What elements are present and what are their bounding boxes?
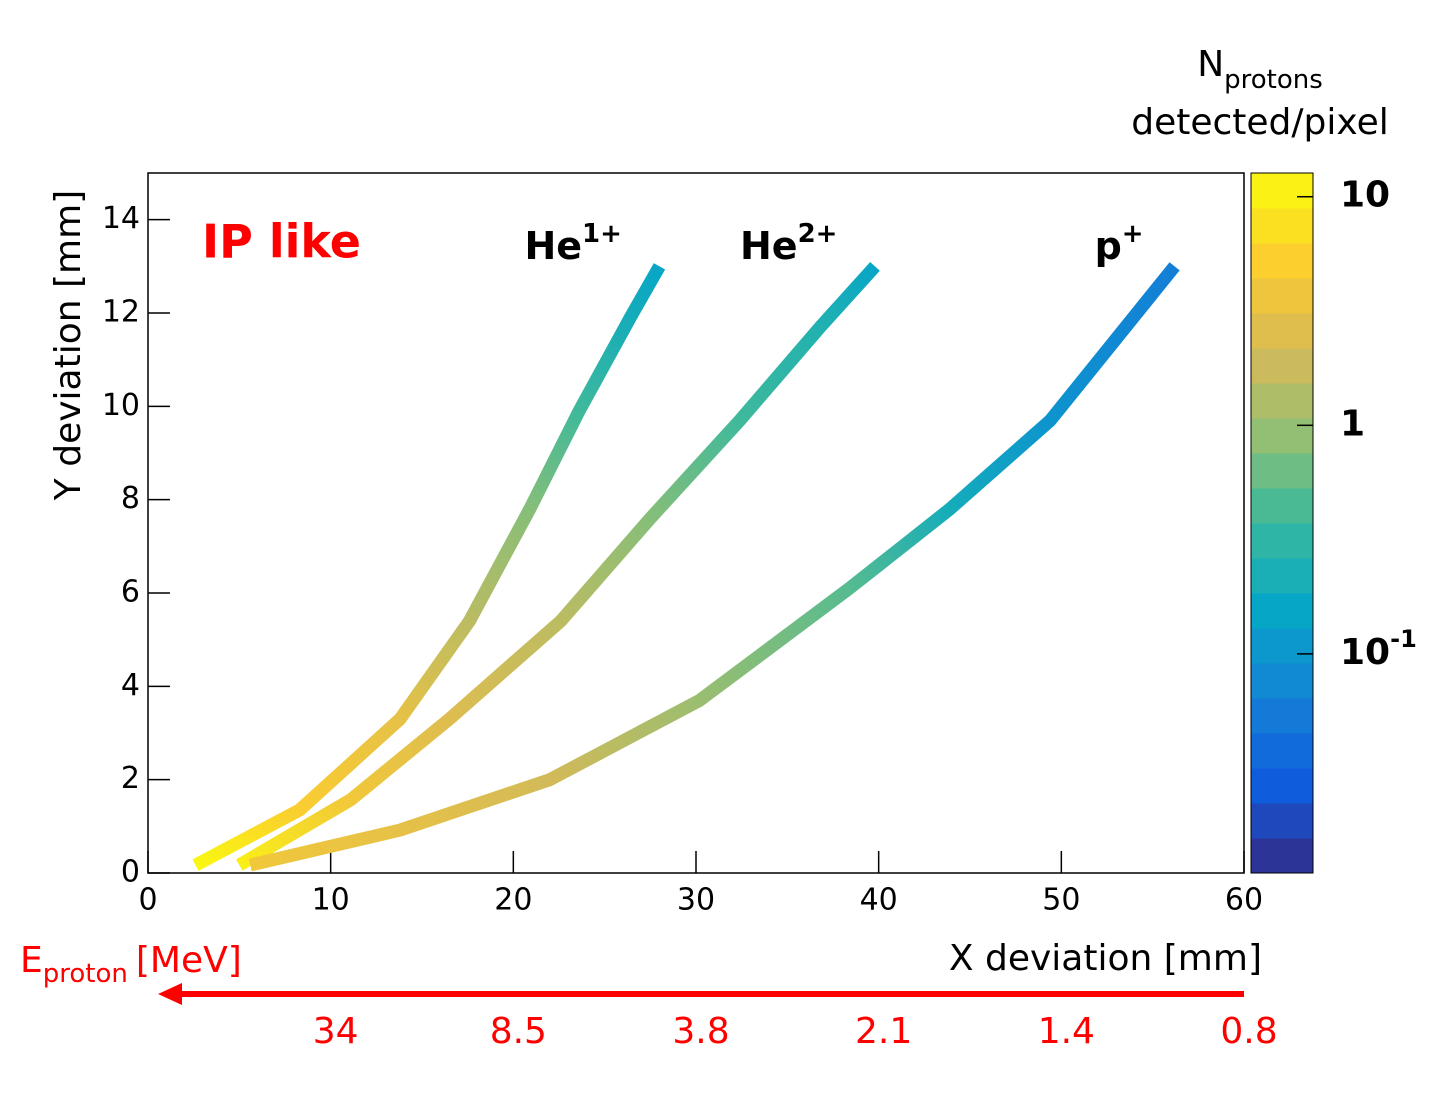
trace-label-sup: + <box>1122 219 1144 249</box>
trace-label-name: p <box>1095 224 1122 268</box>
colorbar-band <box>1251 453 1313 489</box>
y-tick-label: 2 <box>121 761 140 796</box>
x-axis-label: X deviation [mm] <box>949 938 1262 979</box>
energy-tick-label: 8.5 <box>490 1011 547 1052</box>
colorbar-band <box>1251 628 1313 664</box>
colorbar-band <box>1251 558 1313 594</box>
y-axis-label: Y deviation [mm] <box>48 190 89 501</box>
x-tick-label: 50 <box>1042 883 1080 918</box>
colorbar-title-line2: detected/pixel <box>1131 102 1389 143</box>
colorbar-band <box>1251 803 1313 839</box>
trace <box>248 262 1180 872</box>
x-tick-label: 60 <box>1225 883 1263 918</box>
trace-label: He1+ <box>524 219 621 268</box>
x-tick-label: 10 <box>312 883 350 918</box>
energy-label-unit: [MeV] <box>136 940 242 981</box>
energy-tick-label: 34 <box>313 1011 359 1052</box>
colorbar-band <box>1251 173 1313 209</box>
colorbar-band <box>1251 663 1313 699</box>
energy-label-main: E <box>20 940 43 981</box>
y-tick-label: 0 <box>121 855 140 890</box>
energy-tick-label: 0.8 <box>1220 1011 1277 1052</box>
x-tick-label: 20 <box>494 883 532 918</box>
colorbar-tick-label: 10 <box>1340 175 1390 216</box>
energy-axis-label: Eproton [MeV] <box>20 940 242 989</box>
energy-arrow-head <box>158 983 182 1005</box>
trace-label-sup: 1+ <box>582 219 622 249</box>
colorbar-band <box>1251 593 1313 629</box>
colorbar-band <box>1251 418 1313 454</box>
colorbar-band <box>1251 488 1313 524</box>
trace-label-name: He <box>740 224 798 268</box>
y-tick-label: 10 <box>102 388 140 423</box>
x-tick-label: 0 <box>138 883 157 918</box>
y-tick-label: 8 <box>121 481 140 516</box>
colorbar-title-main: N <box>1197 44 1224 85</box>
trace-label-sup: 2+ <box>798 219 838 249</box>
colorbar-tick-sup: -1 <box>1390 625 1417 653</box>
colorbar-band <box>1251 243 1313 279</box>
colorbar-tick-label: 1 <box>1340 403 1365 444</box>
trace <box>192 263 666 871</box>
colorbar-tick-text: 1 <box>1340 403 1365 444</box>
energy-tick-label: 3.8 <box>672 1011 729 1052</box>
colorbar-band <box>1251 733 1313 769</box>
trace-label-name: He <box>524 224 582 268</box>
colorbar-band <box>1251 838 1313 874</box>
y-tick-label: 12 <box>102 295 140 330</box>
colorbar-band <box>1251 313 1313 349</box>
energy-tick-label: 2.1 <box>855 1011 912 1052</box>
energy-tick-label: 1.4 <box>1038 1011 1095 1052</box>
y-tick-label: 14 <box>102 201 140 236</box>
colorbar-band <box>1251 523 1313 559</box>
colorbar-title-sub: protons <box>1224 65 1323 95</box>
colorbar-band <box>1251 768 1313 804</box>
colorbar-band <box>1251 348 1313 384</box>
y-tick-label: 4 <box>121 668 140 703</box>
colorbar-title: Nprotons <box>1197 44 1323 95</box>
colorbar-tick-text: 10 <box>1340 632 1390 673</box>
colorbar-band <box>1251 383 1313 419</box>
colorbar-band <box>1251 698 1313 734</box>
y-tick-label: 6 <box>121 575 140 610</box>
trace-label: He2+ <box>740 219 837 268</box>
trace <box>236 261 880 871</box>
colorbar-tick-label: 10-1 <box>1340 625 1417 673</box>
x-tick-label: 30 <box>677 883 715 918</box>
energy-label-sub: proton <box>43 959 128 989</box>
x-tick-label: 40 <box>860 883 898 918</box>
colorbar-frame <box>1250 172 1314 874</box>
trace-label: p+ <box>1095 219 1144 268</box>
annotation: IP like <box>202 215 361 269</box>
colorbar-tick-text: 10 <box>1340 175 1390 216</box>
colorbar-band <box>1251 208 1313 244</box>
plot-frame <box>147 172 1245 874</box>
colorbar-band <box>1251 278 1313 314</box>
